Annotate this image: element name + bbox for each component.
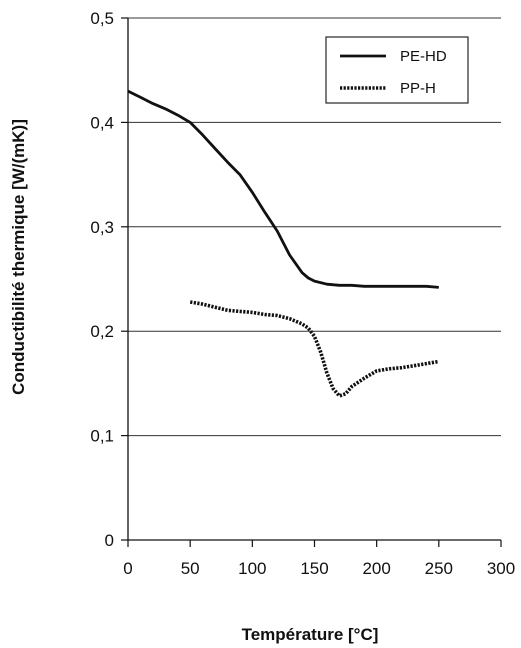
x-axis-title: Température [°C]	[242, 625, 379, 644]
legend-label: PE-HD	[400, 48, 447, 65]
legend-label: PP-H	[400, 80, 436, 97]
x-tick-label: 300	[487, 559, 515, 578]
x-tick-label: 100	[238, 559, 266, 578]
y-tick-label: 0,2	[90, 322, 114, 341]
y-tick-label: 0	[105, 531, 114, 550]
legend: PE-HD PP-H	[325, 36, 469, 104]
y-tick-label: 0,3	[90, 218, 114, 237]
x-tick-label: 50	[181, 559, 200, 578]
series-line-pe-hd	[127, 89, 439, 289]
series-line-pp-h	[189, 300, 440, 398]
axes	[121, 17, 502, 547]
y-tick-label: 0,1	[90, 427, 114, 446]
x-tick-label: 200	[362, 559, 390, 578]
x-tick-label: 150	[300, 559, 328, 578]
series-lines	[127, 89, 440, 398]
tick-labels: 0 0,1 0,2 0,3 0,4 0,5 0 50 100 150 200 250 300	[90, 9, 515, 578]
y-tick-label: 0,5	[90, 9, 114, 28]
x-tick-label: 250	[425, 559, 453, 578]
legend-box	[325, 36, 469, 104]
y-axis-title: Conductibilité thermique [W/(mK)]	[9, 119, 28, 395]
y-tick-label: 0,4	[90, 113, 114, 132]
x-tick-label: 0	[123, 559, 132, 578]
